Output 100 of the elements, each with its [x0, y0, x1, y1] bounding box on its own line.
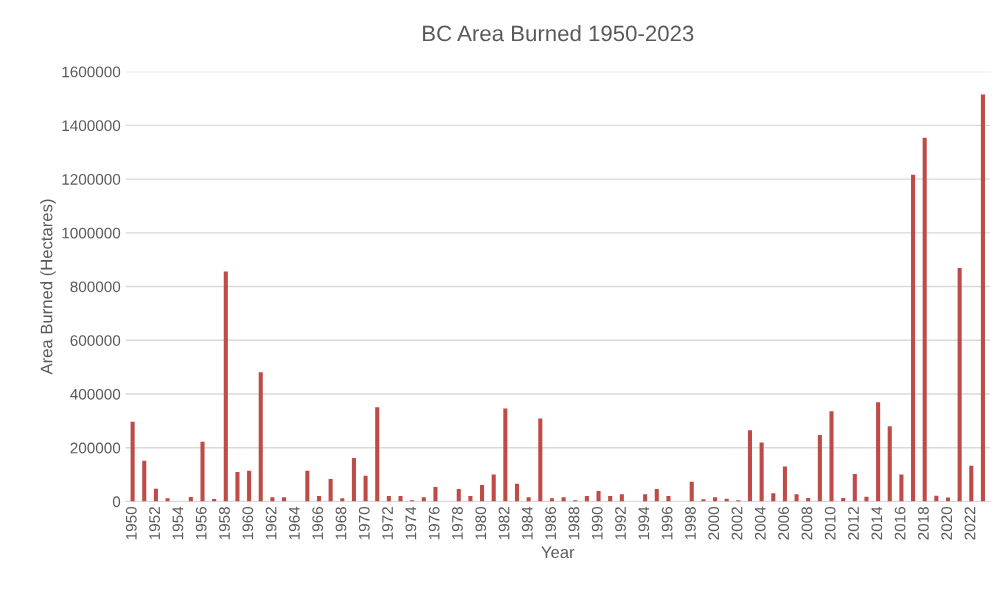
y-tick-label: 1200000 — [62, 173, 121, 185]
x-axis-title: Year — [541, 546, 575, 559]
bar — [887, 426, 892, 502]
bar — [398, 496, 403, 502]
bar — [817, 435, 822, 502]
x-tick-label: 1984 — [521, 506, 533, 540]
bar — [153, 488, 158, 502]
bar — [794, 494, 799, 502]
bar — [538, 418, 543, 502]
bar — [666, 496, 671, 502]
bar — [503, 408, 508, 502]
bar — [480, 485, 485, 502]
x-tick-label: 2002 — [731, 507, 743, 540]
x-tick-label: 1958 — [219, 507, 230, 540]
x-tick-label: 2022 — [964, 507, 976, 540]
x-tick-label: 1964 — [288, 506, 300, 540]
x-tick-label: 1956 — [195, 507, 207, 540]
bar — [608, 496, 613, 502]
bar — [619, 494, 624, 502]
x-tick-label: 2000 — [708, 506, 720, 540]
bar — [969, 465, 974, 502]
x-tick-label: 1992 — [615, 507, 626, 540]
bar — [340, 498, 345, 502]
x-tick-label: 1978 — [452, 507, 463, 540]
bar — [514, 483, 520, 502]
bar — [363, 475, 368, 502]
chart-title: BC Area Burned 1950-2023 — [423, 24, 694, 42]
x-tick-label: 1994 — [638, 506, 650, 540]
x-tick-label: 2004 — [754, 506, 766, 540]
bar — [852, 474, 857, 502]
bar — [386, 496, 391, 502]
bar — [549, 498, 554, 502]
y-axis-title: Area Burned (Hectares) — [40, 199, 56, 375]
x-tick-label: 2006 — [778, 507, 790, 540]
bar — [456, 489, 461, 502]
bar — [771, 493, 776, 502]
x-tick-label: 2014 — [871, 506, 883, 540]
bar — [247, 470, 252, 502]
y-tick-label: 400000 — [70, 388, 121, 400]
x-tick-label: 2010 — [824, 506, 836, 540]
x-tick-label: 1962 — [265, 507, 277, 540]
x-tick-label: 1976 — [428, 507, 440, 540]
bar — [759, 442, 764, 502]
bar — [305, 470, 310, 502]
x-tick-label: 1988 — [568, 507, 580, 540]
y-tick-label: 800000 — [70, 281, 121, 293]
x-tick-label: 2016 — [894, 507, 906, 540]
bar — [584, 496, 589, 502]
x-tick-label: 2012 — [848, 507, 859, 540]
bar — [223, 271, 228, 502]
y-tick-label: 1400000 — [62, 120, 121, 132]
bar — [165, 498, 170, 502]
x-tick-label: 1990 — [591, 506, 603, 540]
bar — [316, 496, 322, 502]
x-tick-label: 1970 — [358, 506, 370, 540]
x-tick-label: 1966 — [312, 507, 324, 540]
x-tick-label: 1982 — [498, 507, 510, 540]
bar — [643, 494, 648, 502]
x-tick-label: 1960 — [242, 506, 254, 540]
bar — [829, 411, 834, 502]
y-tick-label: 1000000 — [62, 227, 121, 239]
bar — [911, 174, 916, 502]
bar — [957, 268, 962, 502]
y-tick-label: 200000 — [70, 442, 121, 454]
bar — [130, 421, 135, 502]
x-tick-label: 1980 — [475, 506, 487, 540]
bar — [945, 497, 951, 502]
bar — [375, 407, 380, 502]
bar — [747, 430, 753, 502]
x-tick-label: 1996 — [661, 507, 673, 540]
x-tick-label: 2008 — [801, 507, 813, 540]
bar — [689, 481, 694, 502]
bar — [142, 460, 147, 502]
bar — [876, 402, 881, 502]
bar — [596, 491, 601, 502]
bar — [235, 471, 240, 502]
bar — [980, 94, 985, 502]
x-tick-label: 1954 — [172, 506, 184, 540]
x-tick-label: 1952 — [149, 507, 161, 540]
bar — [351, 457, 356, 502]
y-tick-label: 600000 — [70, 335, 121, 346]
x-tick-label: 1968 — [335, 507, 347, 540]
bar — [328, 478, 333, 502]
x-tick-label: 1986 — [545, 507, 557, 540]
x-tick-label: 1998 — [685, 507, 696, 540]
y-tick-label: 1600000 — [62, 66, 121, 78]
x-tick-label: 2020 — [941, 506, 953, 540]
bar — [258, 372, 263, 502]
x-tick-label: 1974 — [405, 506, 417, 540]
x-tick-label: 2018 — [917, 507, 929, 540]
y-tick-label: 0 — [112, 496, 121, 508]
bar — [468, 496, 473, 502]
bar — [654, 489, 659, 502]
bar — [200, 441, 205, 502]
bar — [782, 466, 787, 502]
x-tick-label: 1950 — [125, 506, 137, 540]
bar — [922, 137, 927, 502]
bar — [491, 474, 496, 502]
bar — [433, 486, 438, 502]
x-tick-label: 1972 — [382, 507, 393, 540]
